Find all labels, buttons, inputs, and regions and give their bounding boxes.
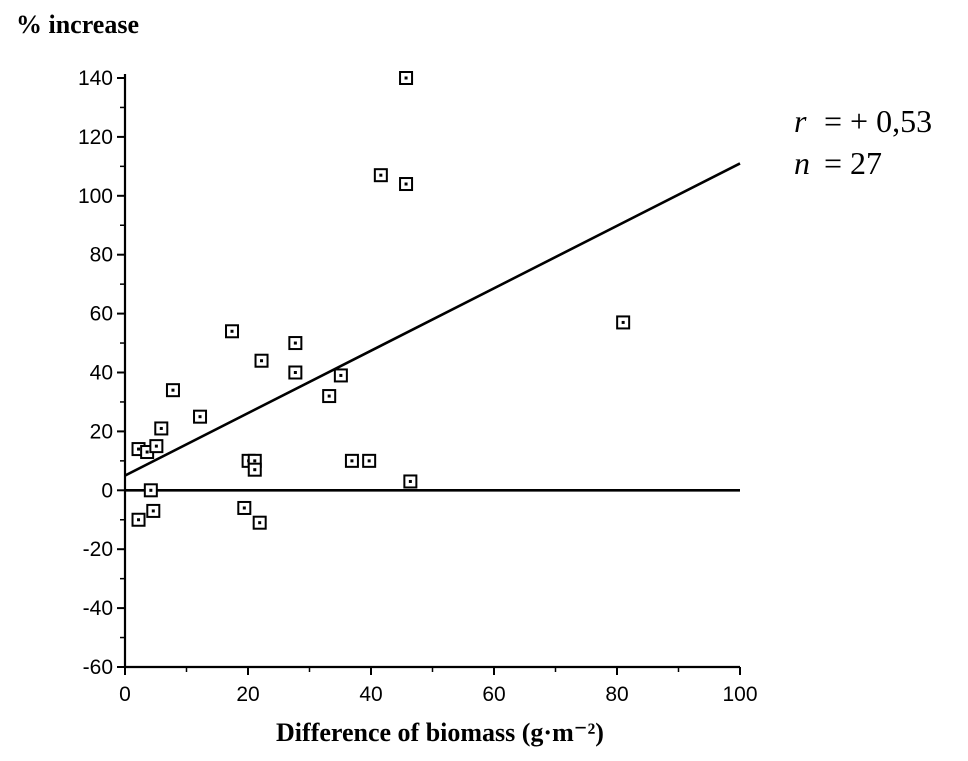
y-tick-label: 100: [78, 185, 113, 208]
y-tick-label: -20: [83, 538, 113, 561]
y-tick-label: 20: [90, 420, 113, 443]
point-dot: [154, 444, 158, 448]
data-point: [322, 389, 337, 404]
data-point: [131, 512, 146, 527]
statistics-annotation: r = + 0,53 n = 27: [794, 100, 932, 184]
y-tick-label: 120: [78, 126, 113, 149]
data-point: [165, 383, 180, 398]
point-dot: [621, 320, 625, 324]
point-dot: [293, 371, 297, 374]
data-point: [403, 474, 418, 489]
point-dot: [230, 329, 234, 333]
n-value: = 27: [824, 145, 883, 181]
x-tick-label: 20: [236, 683, 259, 706]
point-dot: [137, 518, 141, 522]
data-points: [131, 71, 631, 530]
r-symbol: r: [794, 103, 807, 139]
y-tick-label: 140: [78, 67, 113, 90]
point-dot: [253, 468, 257, 472]
point-dot: [253, 459, 257, 463]
data-point: [288, 365, 303, 380]
point-dot: [339, 373, 343, 377]
point-dot: [159, 426, 163, 430]
point-dot: [350, 459, 354, 463]
point-dot: [149, 488, 153, 492]
data-point: [252, 515, 267, 530]
data-point: [193, 409, 208, 424]
data-point: [149, 439, 164, 454]
point-dot: [327, 394, 331, 398]
r-statistic: r = + 0,53: [794, 100, 932, 142]
y-tick-label: 60: [90, 303, 113, 326]
y-tick-label: -40: [83, 597, 113, 620]
data-point: [288, 336, 303, 351]
point-dot: [171, 388, 175, 392]
point-dot: [367, 459, 371, 463]
n-symbol: n: [794, 145, 810, 181]
point-dot: [379, 173, 383, 177]
point-dot: [293, 341, 297, 345]
point-dot: [198, 415, 202, 419]
data-point: [154, 421, 169, 436]
data-point: [254, 353, 269, 368]
x-tick-label: 40: [359, 683, 382, 706]
data-point: [616, 315, 631, 330]
y-tick-label: 40: [90, 362, 113, 385]
point-dot: [151, 509, 155, 513]
point-dot: [404, 182, 408, 186]
point-dot: [137, 447, 141, 451]
data-point: [344, 453, 359, 468]
x-tick-label: 80: [605, 683, 628, 706]
point-dot: [145, 450, 149, 454]
data-point: [143, 483, 158, 498]
point-dot: [242, 506, 246, 510]
point-dot: [260, 359, 264, 363]
data-point: [399, 71, 414, 85]
point-dot: [258, 521, 262, 525]
x-tick-label: 0: [119, 683, 131, 706]
y-tick-label: -60: [83, 656, 113, 679]
x-tick-label: 100: [722, 683, 757, 706]
point-dot: [408, 479, 412, 483]
y-axis-label: % increase: [16, 10, 139, 39]
data-point: [333, 368, 348, 383]
data-point: [247, 462, 262, 477]
data-point: [237, 500, 252, 515]
point-dot: [404, 76, 408, 80]
fit-lines: [124, 162, 741, 492]
data-point: [373, 168, 388, 183]
data-point: [362, 453, 377, 468]
x-axis-label: Difference of biomass (g·m⁻²): [276, 718, 604, 747]
regression-line: [124, 162, 741, 477]
y-tick-label: 80: [90, 244, 113, 267]
axes: -60 -40 -20 0 20 40 60 80 100 120 140 0 20 40 60 80 100: [78, 67, 758, 706]
data-point: [146, 503, 161, 518]
data-point: [399, 177, 414, 192]
r-value: = + 0,53: [824, 103, 933, 139]
x-tick-label: 60: [482, 683, 505, 706]
y-tick-label: 0: [101, 479, 113, 502]
n-statistic: n = 27: [794, 142, 932, 184]
data-point: [225, 324, 240, 339]
